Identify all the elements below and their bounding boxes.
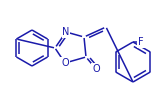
Text: O: O	[92, 64, 100, 74]
Text: N: N	[62, 27, 70, 37]
Text: O: O	[61, 58, 69, 68]
Text: F: F	[138, 37, 144, 47]
